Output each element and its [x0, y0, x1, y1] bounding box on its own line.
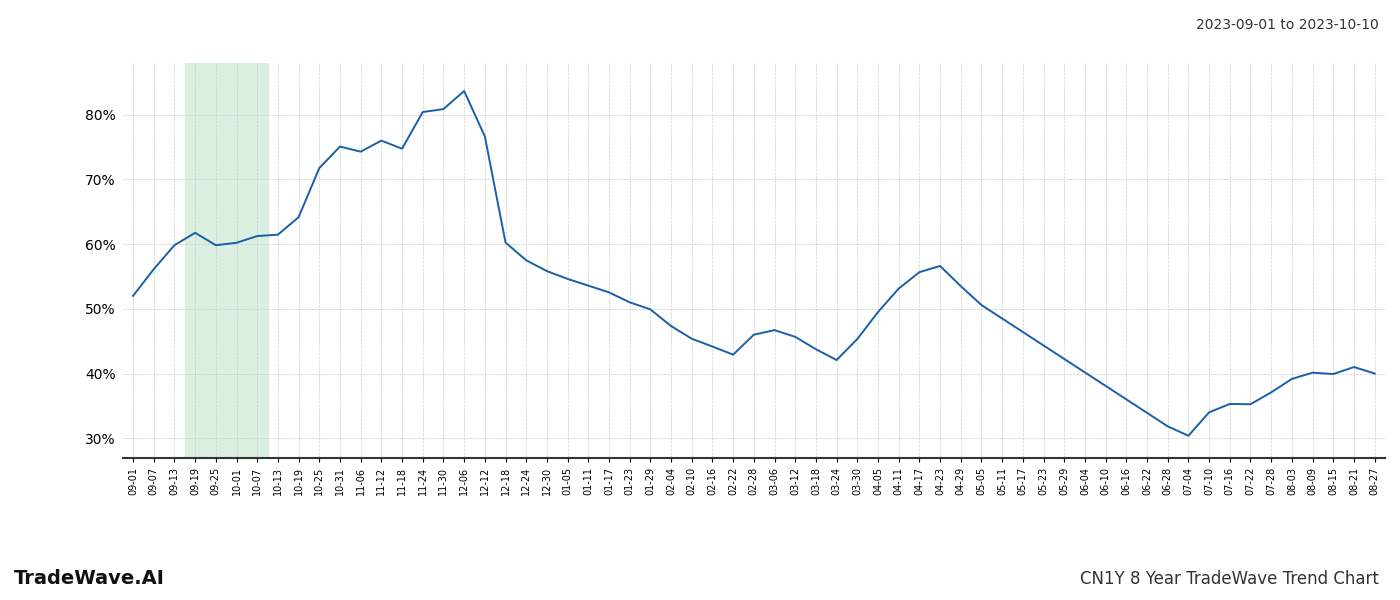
Bar [185, 63, 267, 458]
Text: 2023-09-01 to 2023-10-10: 2023-09-01 to 2023-10-10 [1196, 18, 1379, 32]
Text: TradeWave.AI: TradeWave.AI [14, 569, 165, 588]
Text: CN1Y 8 Year TradeWave Trend Chart: CN1Y 8 Year TradeWave Trend Chart [1081, 570, 1379, 588]
